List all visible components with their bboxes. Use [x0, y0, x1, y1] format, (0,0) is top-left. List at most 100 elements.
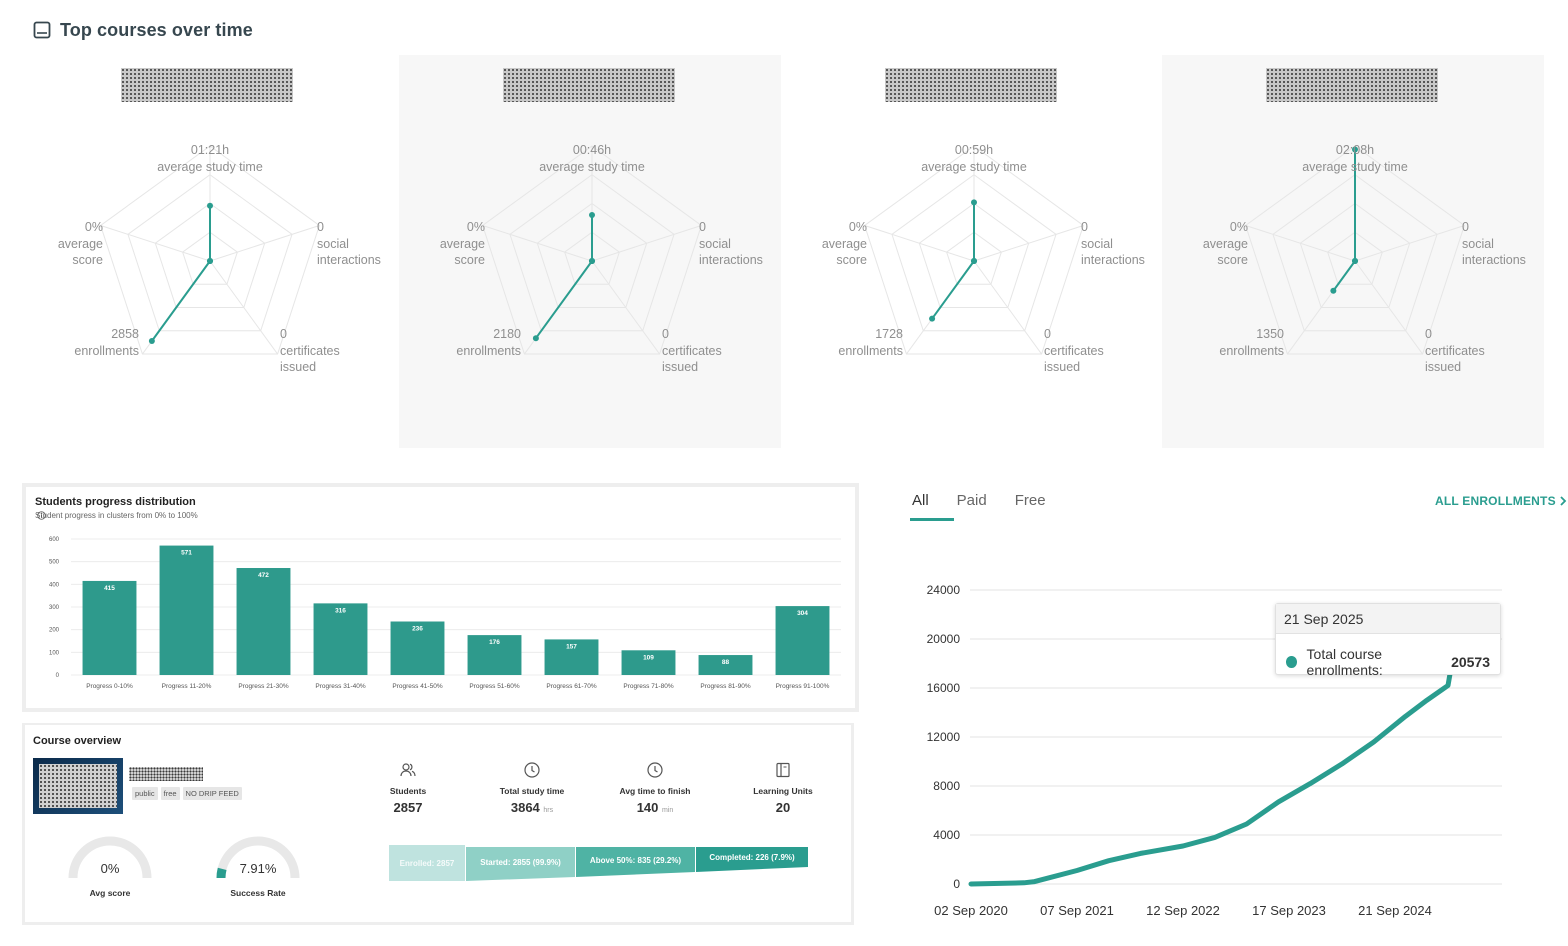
bar	[621, 650, 676, 675]
radar-point	[589, 212, 595, 218]
line-ytick: 4000	[933, 828, 960, 842]
enrollments-value: 2180	[493, 327, 521, 341]
radar-axis	[482, 224, 593, 262]
all-enrollments-link[interactable]: ALL ENROLLMENTS	[1435, 494, 1567, 508]
radar-label-enrollments: 2180 enrollments	[429, 326, 521, 359]
progress-bar-chart: 0 100 200 300 400 500 600 415 Progress 0-10% 571 P…	[49, 537, 841, 690]
radar-label-certificates: 0 certificates issued	[280, 326, 370, 376]
radar-panel: 02:08h average study time 0% average score 0 s…	[1162, 55, 1544, 448]
social-value: 0	[699, 220, 706, 234]
active-tab-indicator	[910, 518, 954, 521]
study-time-label: average study time	[1302, 159, 1408, 174]
certificates-value: 0	[1044, 327, 1051, 341]
enrollments-label: enrollments	[838, 343, 903, 358]
line-ytick: 24000	[927, 583, 961, 597]
study-time-label: average study time	[539, 159, 645, 174]
enrollments-label: enrollments	[1219, 343, 1284, 358]
line-ytick: 20000	[927, 632, 961, 646]
clock-icon	[524, 762, 540, 778]
funnel-above-50: Above 50%: 835 (29.2%)	[589, 855, 682, 865]
bar-data-label: 316	[335, 607, 346, 614]
radar-label-social: 0 social interactions	[317, 219, 397, 269]
stat-avg-time-to-finish: Avg time to finish 140 min	[600, 761, 710, 815]
radar-label-avg-score: 0% average score	[419, 219, 485, 269]
tooltip-date: 21 Sep 2025	[1276, 604, 1500, 634]
enrollments-label: enrollments	[74, 343, 139, 358]
avg-score-label: average	[821, 236, 867, 251]
social-label: interactions	[1462, 253, 1526, 267]
bar-data-label: 571	[181, 550, 192, 557]
social-value: 0	[1081, 220, 1088, 234]
bar-xtick: Progress 0-10%	[86, 683, 133, 690]
course-thumbnail[interactable]	[33, 758, 123, 814]
avg-score-value: 0%	[1229, 220, 1248, 234]
tooltip-value: 20573	[1451, 654, 1490, 670]
course-name-redacted[interactable]	[129, 767, 203, 781]
bar-ytick: 200	[49, 628, 60, 634]
series-dot-icon	[1286, 656, 1297, 668]
gauge-arc	[68, 836, 152, 879]
radar-point	[207, 258, 213, 264]
radar-grid	[1327, 231, 1383, 285]
tab-paid[interactable]: Paid	[956, 492, 987, 509]
radar-label-social: 0 social interactions	[1462, 219, 1542, 269]
study-time-value: 01:21h	[190, 143, 230, 157]
funnel-completed: Completed: 226 (7.9%)	[709, 852, 795, 862]
bar	[82, 580, 137, 675]
study-time-value: 00:46h	[572, 143, 612, 157]
line-ytick: 16000	[927, 681, 961, 695]
certificates-value: 0	[1425, 327, 1432, 341]
radar-panel: 01:21h average study time 0% average score 0 s…	[17, 55, 399, 448]
info-icon[interactable]	[37, 511, 46, 520]
social-label: social	[1462, 236, 1494, 251]
radar-point	[532, 335, 539, 342]
certificates-label: certificates	[662, 343, 722, 358]
radar-point	[1352, 146, 1358, 153]
progress-subtitle: Student progress in clusters from 0% to …	[35, 511, 198, 520]
radar-grid	[182, 231, 238, 285]
radar-label-enrollments: 1350 enrollments	[1192, 326, 1284, 359]
radar-series	[151, 205, 211, 342]
bar-ytick: 600	[49, 537, 60, 543]
radar-chart	[1245, 145, 1465, 355]
certificates-label: issued	[1425, 360, 1462, 374]
line-xtick: 21 Sep 2024	[1358, 903, 1432, 918]
tab-free[interactable]: Free	[1014, 492, 1046, 509]
social-label: interactions	[317, 253, 381, 267]
radar-label-enrollments: 2858 enrollments	[47, 326, 139, 359]
overview-title: Course overview	[33, 735, 122, 747]
radar-axis	[209, 224, 320, 262]
radar-panel: 00:46h average study time 0% average score 0 s…	[399, 55, 781, 448]
gauge-avg-score: 0% Avg score	[65, 833, 155, 898]
radar-grid	[564, 231, 620, 285]
radar-grid	[864, 145, 1084, 355]
bar-ytick: 300	[49, 605, 60, 611]
funnel-shapes	[389, 845, 808, 881]
radar-grid	[482, 145, 702, 355]
bar-xtick: Progress 81-90%	[700, 683, 750, 690]
certificates-label: certificates	[280, 343, 340, 358]
certificates-label: certificates	[1044, 343, 1104, 358]
bar-data-label: 415	[104, 585, 115, 592]
tab-all[interactable]: All	[912, 492, 929, 509]
bar-xtick: Progress 71-80%	[623, 683, 673, 690]
tooltip-label: Total course enrollments:	[1306, 646, 1383, 678]
radar-chart	[100, 145, 320, 355]
tag-drip: NO DRIP FEED	[182, 787, 242, 800]
radar-chart	[864, 145, 1084, 355]
line-xtick: 17 Sep 2023	[1252, 903, 1326, 918]
radar-grid	[100, 145, 320, 355]
radar-label-study-time: 02:08h average study time	[1275, 142, 1435, 175]
line-xtick: 12 Sep 2022	[1146, 903, 1220, 918]
line-ytick: 0	[953, 877, 960, 891]
bar-xtick: Progress 41-50%	[392, 683, 442, 690]
radar-grid	[536, 202, 648, 309]
enrollments-label: enrollments	[456, 343, 521, 358]
radar-point	[148, 338, 155, 345]
bar-data-label: 176	[489, 639, 500, 646]
bar-xtick: Progress 21-30%	[238, 683, 288, 690]
social-value: 0	[317, 220, 324, 234]
avg-score-label: score	[836, 253, 867, 267]
users-icon	[400, 763, 416, 777]
bar	[313, 603, 368, 675]
